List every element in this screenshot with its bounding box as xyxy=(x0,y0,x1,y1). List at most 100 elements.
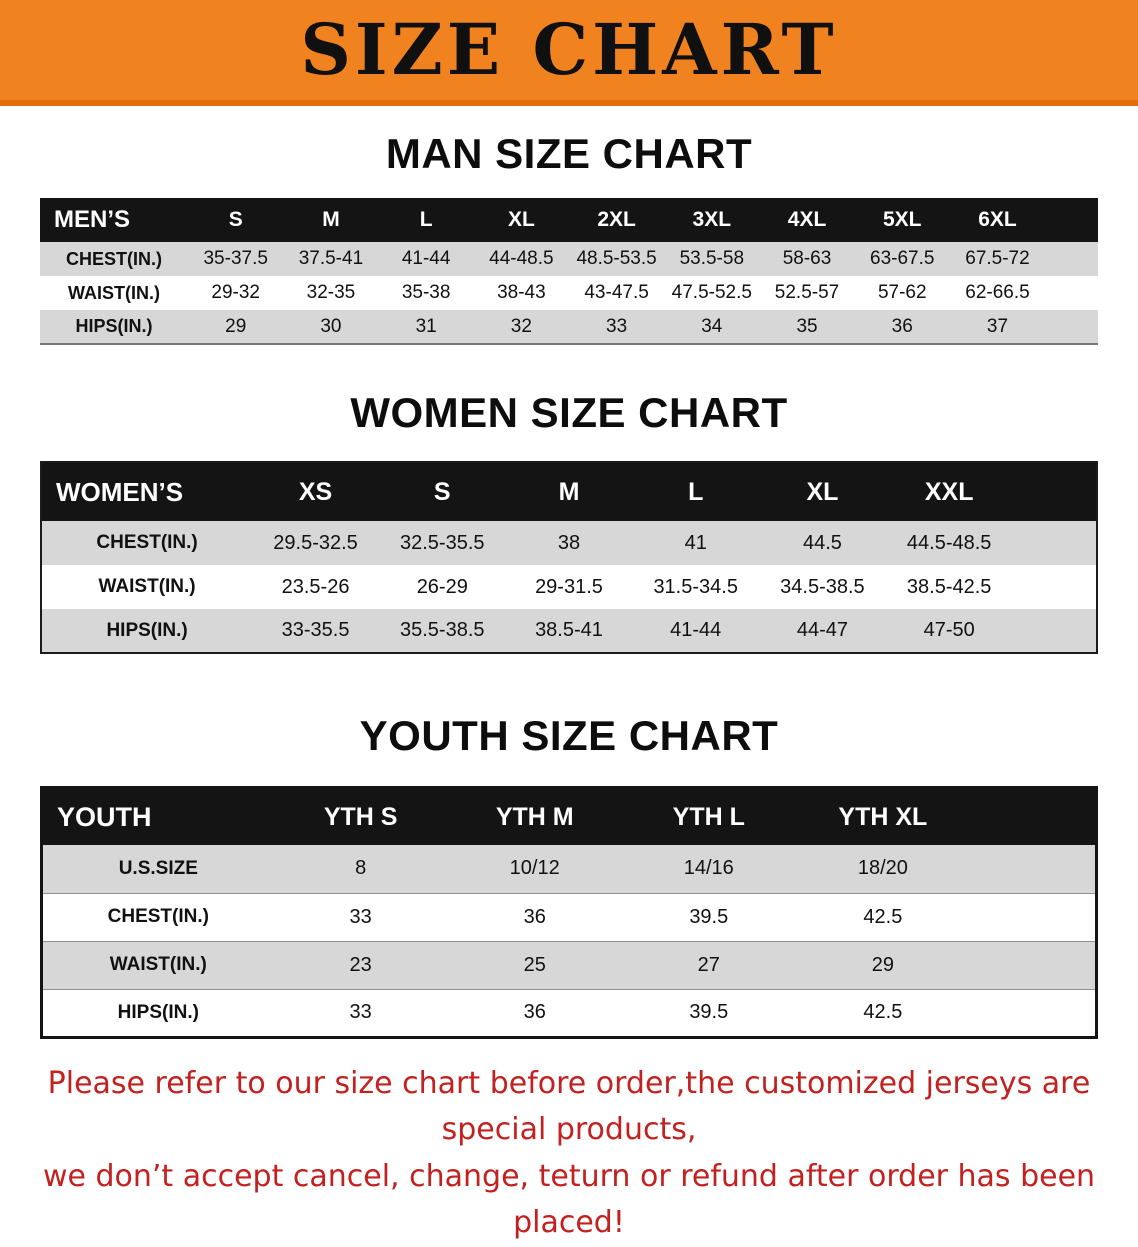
mens-table-row: HIPS(IN.) 29 30 31 32 33 34 35 36 37 xyxy=(40,310,1098,344)
size-value-cell: 41-44 xyxy=(401,248,451,269)
youth-size-column-header: YTH L xyxy=(621,787,796,845)
youth-size-column-header: YTH S xyxy=(273,787,448,845)
row-label: U.S.SIZE xyxy=(118,857,198,879)
youth-table-row: HIPS(IN.) 33 36 39.5 42.5 xyxy=(41,989,1097,1037)
womens-size-column-header: XL xyxy=(759,462,886,521)
row-label: CHEST(IN.) xyxy=(96,532,198,553)
womens-table-row: CHEST(IN.) 29.5-32.5 32.5-35.5 38 41 44.5 44.5… xyxy=(41,521,1097,565)
size-value-cell: 41-44 xyxy=(670,619,722,641)
row-label: HIPS(IN.) xyxy=(106,619,188,641)
size-value-cell: 10/12 xyxy=(509,857,560,880)
row-spacer-cell xyxy=(1045,310,1098,344)
size-value-cell: 29 xyxy=(871,953,894,976)
size-value-cell: 29 xyxy=(225,315,247,337)
mens-size-column-header: 2XL xyxy=(568,198,665,242)
row-spacer-cell xyxy=(1045,242,1098,276)
header-spacer-cell xyxy=(1045,198,1098,242)
row-label: WAIST(IN.) xyxy=(98,576,196,597)
row-spacer-cell xyxy=(970,845,1097,893)
size-value-cell: 47.5-52.5 xyxy=(671,282,752,303)
womens-table-row: HIPS(IN.) 33-35.5 35.5-38.5 38.5-41 41-44 44-… xyxy=(41,609,1097,653)
size-value-cell: 23 xyxy=(349,953,372,976)
mens-size-column-header: L xyxy=(378,198,474,242)
youth-size-column-header: YTH XL xyxy=(795,787,970,845)
women-section-heading: WOMEN SIZE CHART xyxy=(350,389,788,436)
row-label: CHEST(IN.) xyxy=(66,248,163,269)
youth-table-row: WAIST(IN.) 23 25 27 29 xyxy=(41,941,1097,989)
size-value-cell: 44.5 xyxy=(802,531,842,554)
row-spacer-cell xyxy=(1013,609,1097,653)
section-youth-size-chart: YOUTH SIZE CHART YOUTH YTH S YTH M YTH L YTH… xyxy=(0,712,1138,1039)
banner: SIZE CHART xyxy=(0,0,1138,106)
youth-header-row: YOUTH YTH S YTH M YTH L YTH XL xyxy=(41,787,1097,845)
youth-table-row: U.S.SIZE 8 10/12 14/16 18/20 xyxy=(41,845,1097,893)
youth-size-column-header: YTH M xyxy=(447,787,622,845)
womens-size-column-header: XS xyxy=(252,462,379,521)
size-value-cell: 32.5-35.5 xyxy=(400,531,485,554)
youth-section-heading: YOUTH SIZE CHART xyxy=(359,712,779,759)
size-value-cell: 44.5-48.5 xyxy=(906,531,992,554)
content: MAN SIZE CHART MEN’S S M L XL 2XL 3XL 4XL 5XL 6XL… xyxy=(0,130,1138,1247)
youth-table-row: CHEST(IN.) 33 36 39.5 42.5 xyxy=(41,893,1097,941)
mens-table-title: MEN’S xyxy=(40,198,189,242)
header-spacer-cell xyxy=(1012,462,1097,521)
size-value-cell: 35-37.5 xyxy=(203,248,268,269)
size-value-cell: 32-35 xyxy=(306,282,356,303)
womens-header-row: WOMEN’S XS S M L XL XXL xyxy=(41,462,1097,521)
size-value-cell: 23.5-26 xyxy=(281,575,350,598)
women-table-wrap: WOMEN’S XS S M L XL XXL CHEST(IN.) 29.5-32.5 32.5… xyxy=(40,461,1098,654)
size-value-cell: 32 xyxy=(510,315,532,337)
size-value-cell: 58-63 xyxy=(782,248,832,269)
row-label: CHEST(IN.) xyxy=(107,906,209,927)
youth-size-table: YOUTH YTH S YTH M YTH L YTH XL U.S.SIZE 8 10/12… xyxy=(40,786,1098,1039)
size-value-cell: 44-48.5 xyxy=(489,248,554,269)
size-value-cell: 33 xyxy=(349,1001,372,1023)
size-value-cell: 37.5-41 xyxy=(298,248,364,269)
size-value-cell: 57-62 xyxy=(877,282,927,303)
size-value-cell: 38-43 xyxy=(497,282,546,303)
row-spacer-cell xyxy=(1045,276,1098,310)
size-value-cell: 39.5 xyxy=(689,1001,729,1023)
size-value-cell: 33-35.5 xyxy=(281,619,350,641)
row-spacer-cell xyxy=(970,989,1097,1037)
mens-size-column-header: 3XL xyxy=(664,198,760,242)
size-value-cell: 67.5-72 xyxy=(965,248,1030,269)
page-title: SIZE CHART xyxy=(300,8,838,91)
size-value-cell: 8 xyxy=(355,857,367,880)
womens-size-column-header: L xyxy=(632,462,760,521)
row-spacer-cell xyxy=(1013,521,1097,565)
row-spacer-cell xyxy=(970,941,1097,989)
size-value-cell: 34.5-38.5 xyxy=(780,575,865,598)
size-value-cell: 35 xyxy=(796,315,818,337)
men-table-wrap: MEN’S S M L XL 2XL 3XL 4XL 5XL 6XL CHEST(IN.) 35-37… xyxy=(40,198,1098,345)
womens-size-column-header: S xyxy=(378,462,506,521)
size-value-cell: 36 xyxy=(523,1001,546,1023)
size-value-cell: 53.5-58 xyxy=(679,248,745,269)
size-value-cell: 31.5-34.5 xyxy=(653,575,738,598)
mens-size-table: MEN’S S M L XL 2XL 3XL 4XL 5XL 6XL CHEST(IN.) 35-37… xyxy=(40,198,1098,345)
size-value-cell: 42.5 xyxy=(863,1001,903,1023)
header-spacer-cell xyxy=(969,787,1097,845)
section-men-size-chart: MAN SIZE CHART MEN’S S M L XL 2XL 3XL 4XL 5XL 6XL… xyxy=(0,130,1138,345)
mens-header-row: MEN’S S M L XL 2XL 3XL 4XL 5XL 6XL xyxy=(40,198,1098,242)
size-value-cell: 33 xyxy=(349,905,372,928)
row-label: HIPS(IN.) xyxy=(75,316,153,336)
mens-size-column-header: M xyxy=(283,198,379,242)
size-value-cell: 38.5-42.5 xyxy=(906,575,992,598)
section-women-size-chart: WOMEN SIZE CHART WOMEN’S XS S M L XL XXL CHEST(… xyxy=(0,389,1138,654)
size-value-cell: 52.5-57 xyxy=(774,282,840,303)
row-spacer-cell xyxy=(970,893,1097,941)
disclaimer-line-1: Please refer to our size chart before or… xyxy=(47,1065,1091,1148)
size-value-cell: 29-31.5 xyxy=(535,575,603,598)
men-section-heading: MAN SIZE CHART xyxy=(385,130,753,177)
size-value-cell: 36 xyxy=(523,905,546,928)
size-value-cell: 42.5 xyxy=(863,905,903,928)
size-value-cell: 26-29 xyxy=(416,575,468,598)
mens-size-column-header: 5XL xyxy=(854,198,950,242)
size-value-cell: 47-50 xyxy=(923,619,975,641)
womens-table-row: WAIST(IN.) 23.5-26 26-29 29-31.5 31.5-34.5 34… xyxy=(41,565,1097,609)
size-value-cell: 48.5-53.5 xyxy=(576,248,657,269)
row-spacer-cell xyxy=(1013,565,1097,609)
size-value-cell: 30 xyxy=(320,315,342,337)
mens-size-column-header: 6XL xyxy=(949,198,1046,242)
